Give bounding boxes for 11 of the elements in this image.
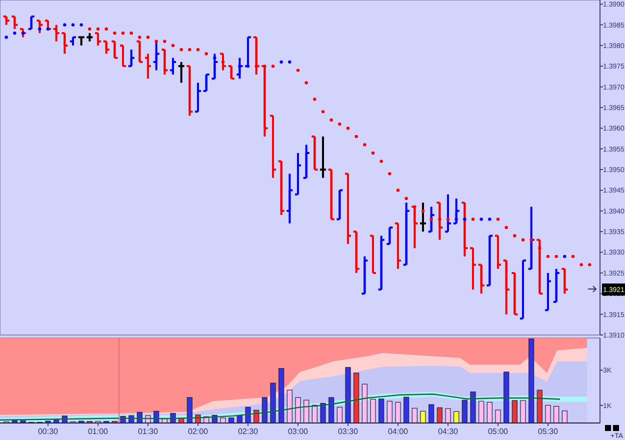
- x-tick-label: 04:30: [438, 427, 459, 436]
- x-tick-label: 03:30: [338, 427, 359, 436]
- x-tick-label: 02:30: [238, 427, 259, 436]
- x-tick-label: 03:00: [288, 427, 309, 436]
- x-tick-label: 05:30: [538, 427, 559, 436]
- x-tick-label: 04:00: [388, 427, 409, 436]
- x-tick-label: 05:00: [488, 427, 509, 436]
- x-tick-label: 02:00: [188, 427, 209, 436]
- x-tick-label: 00:30: [38, 427, 59, 436]
- x-tick-label: 01:30: [138, 427, 159, 436]
- x-tick-label: 01:00: [88, 427, 109, 436]
